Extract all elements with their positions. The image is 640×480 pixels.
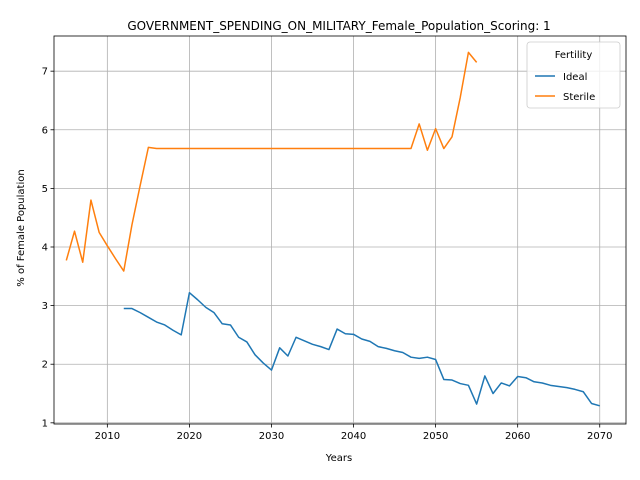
legend: Fertility Ideal Sterile xyxy=(526,41,621,109)
series-line-sterile xyxy=(65,51,478,272)
y-tick-label: 3 xyxy=(42,301,48,312)
legend-box xyxy=(526,41,621,109)
x-axis: 2010 2020 2030 2040 2050 2060 2070 xyxy=(95,424,612,442)
legend-label-ideal: Ideal xyxy=(563,72,587,83)
x-tick-label: 2060 xyxy=(505,431,530,442)
legend-label-sterile: Sterile xyxy=(563,92,595,103)
y-tick-label: 2 xyxy=(42,360,48,371)
y-tick-label: 1 xyxy=(42,418,48,429)
y-axis-label: % of Female Population xyxy=(16,169,27,286)
y-tick-label: 7 xyxy=(42,67,48,78)
y-tick-label: 6 xyxy=(42,125,48,136)
x-tick-label: 2010 xyxy=(95,431,120,442)
chart-title: GOVERNMENT_SPENDING_ON_MILITARY_Female_P… xyxy=(127,19,550,33)
x-tick-label: 2040 xyxy=(341,431,366,442)
series-lines xyxy=(65,51,600,407)
x-tick-label: 2070 xyxy=(587,431,612,442)
x-axis-label: Years xyxy=(325,453,352,464)
series-line-ideal xyxy=(123,291,600,407)
legend-title: Fertility xyxy=(555,50,593,61)
x-tick-label: 2050 xyxy=(423,431,448,442)
plot-frame xyxy=(53,35,627,425)
x-tick-label: 2020 xyxy=(177,431,202,442)
grid xyxy=(54,36,626,424)
y-tick-label: 5 xyxy=(42,184,48,195)
y-axis: 1 2 3 4 5 6 7 xyxy=(42,67,54,429)
x-tick-label: 2030 xyxy=(259,431,284,442)
y-tick-label: 4 xyxy=(42,242,48,253)
